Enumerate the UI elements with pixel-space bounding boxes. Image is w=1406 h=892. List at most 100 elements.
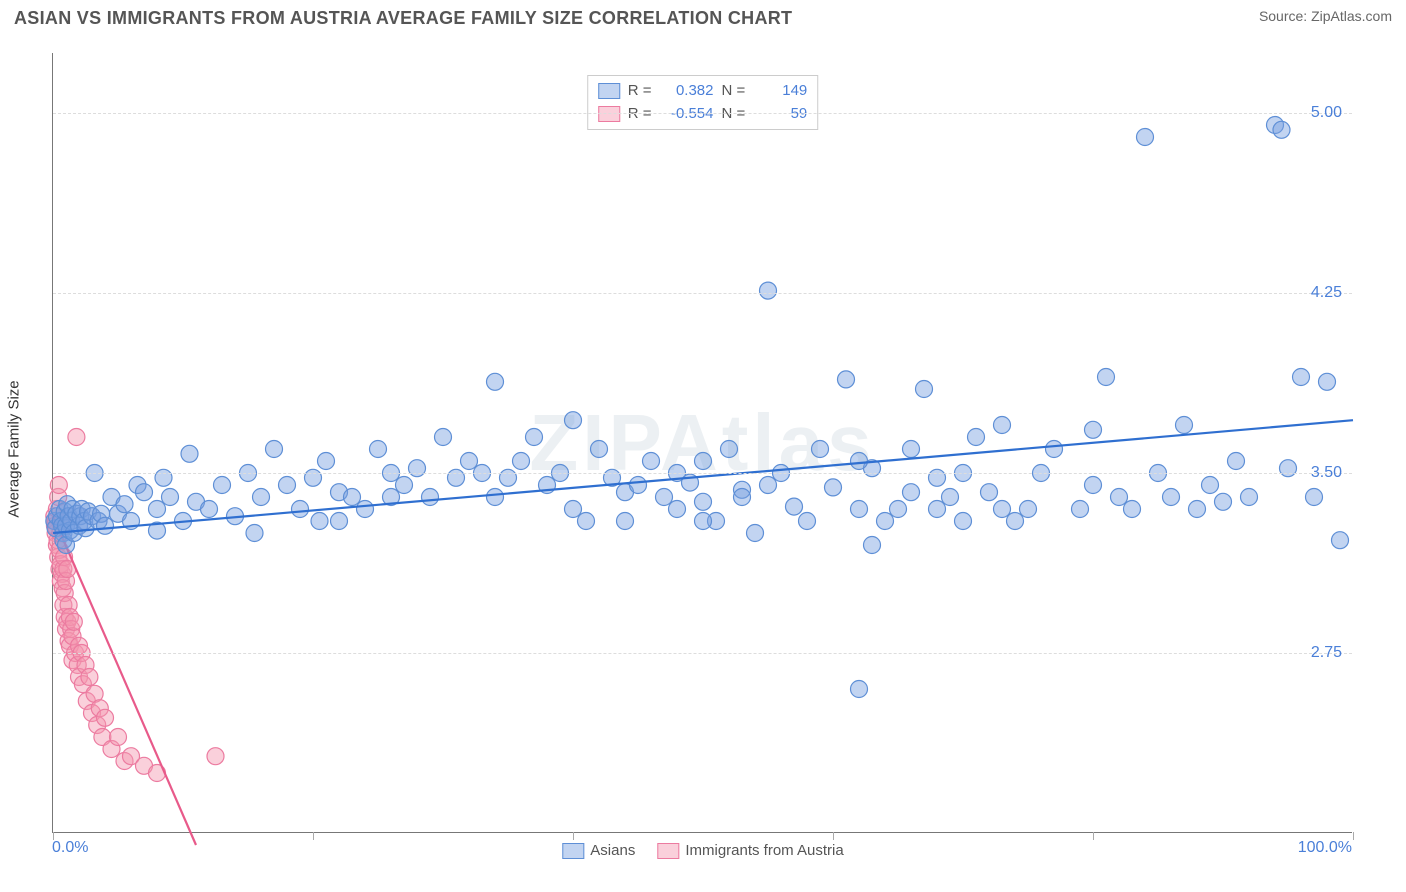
- data-point: [734, 489, 751, 506]
- y-tick-label: 5.00: [1311, 104, 1342, 122]
- data-point: [812, 441, 829, 458]
- gridline: [53, 293, 1352, 294]
- data-point: [1098, 369, 1115, 386]
- correlation-stats-box: R = 0.382 N = 149 R = -0.554 N = 59: [587, 75, 819, 130]
- n-value-asians: 149: [753, 80, 807, 103]
- data-point: [1293, 369, 1310, 386]
- data-point: [1111, 489, 1128, 506]
- data-point: [214, 477, 231, 494]
- data-point: [851, 681, 868, 698]
- data-point: [695, 453, 712, 470]
- data-point: [916, 381, 933, 398]
- data-point: [643, 453, 660, 470]
- data-point: [591, 441, 608, 458]
- data-point: [461, 453, 478, 470]
- legend-swatch-asians: [562, 843, 584, 859]
- data-point: [181, 445, 198, 462]
- data-point: [162, 489, 179, 506]
- data-point: [136, 484, 153, 501]
- data-point: [487, 489, 504, 506]
- data-point: [1215, 493, 1232, 510]
- data-point: [207, 748, 224, 765]
- n-label: N =: [722, 80, 746, 103]
- data-point: [695, 493, 712, 510]
- gridline: [53, 473, 1352, 474]
- data-point: [149, 501, 166, 518]
- data-point: [279, 477, 296, 494]
- plot-area: ZIPAtlas R = 0.382 N = 149 R = -0.554 N …: [52, 53, 1352, 833]
- data-point: [695, 513, 712, 530]
- r-label: R =: [628, 80, 652, 103]
- data-point: [253, 489, 270, 506]
- legend-item-asians: Asians: [562, 842, 635, 859]
- data-point: [448, 469, 465, 486]
- data-point: [344, 489, 361, 506]
- data-point: [246, 525, 263, 542]
- data-point: [799, 513, 816, 530]
- legend-item-austria: Immigrants from Austria: [657, 842, 843, 859]
- data-point: [890, 501, 907, 518]
- data-point: [656, 489, 673, 506]
- data-point: [1176, 417, 1193, 434]
- data-point: [513, 453, 530, 470]
- data-point: [422, 489, 439, 506]
- data-point: [903, 484, 920, 501]
- data-point: [1189, 501, 1206, 518]
- data-point: [786, 498, 803, 515]
- data-point: [201, 501, 218, 518]
- y-tick-label: 4.25: [1311, 284, 1342, 302]
- data-point: [526, 429, 543, 446]
- chart-container: Average Family Size ZIPAtlas R = 0.382 N…: [0, 33, 1406, 865]
- data-point: [68, 429, 85, 446]
- data-point: [630, 477, 647, 494]
- data-point: [1137, 129, 1154, 146]
- data-point: [370, 441, 387, 458]
- swatch-asians: [598, 83, 620, 99]
- data-point: [50, 477, 67, 494]
- data-point: [311, 513, 328, 530]
- legend-swatch-austria: [657, 843, 679, 859]
- data-point: [864, 537, 881, 554]
- data-point: [1072, 501, 1089, 518]
- data-point: [669, 501, 686, 518]
- data-point: [981, 484, 998, 501]
- data-point: [1306, 489, 1323, 506]
- chart-title: ASIAN VS IMMIGRANTS FROM AUSTRIA AVERAGE…: [14, 8, 792, 29]
- data-point: [760, 282, 777, 299]
- data-point: [838, 371, 855, 388]
- data-point: [97, 709, 114, 726]
- gridline: [53, 653, 1352, 654]
- legend-label-austria: Immigrants from Austria: [685, 842, 843, 859]
- data-point: [305, 469, 322, 486]
- data-point: [435, 429, 452, 446]
- data-point: [81, 669, 98, 686]
- data-point: [1319, 373, 1336, 390]
- data-point: [1228, 453, 1245, 470]
- data-point: [97, 517, 114, 534]
- data-point: [760, 477, 777, 494]
- data-point: [1046, 441, 1063, 458]
- x-tick: [313, 832, 314, 840]
- x-tick: [573, 832, 574, 840]
- data-point: [487, 373, 504, 390]
- data-point: [851, 501, 868, 518]
- data-point: [65, 613, 82, 630]
- data-point: [968, 429, 985, 446]
- data-point: [877, 513, 894, 530]
- data-point: [1332, 532, 1349, 549]
- data-point: [578, 513, 595, 530]
- data-point: [747, 525, 764, 542]
- data-point: [851, 453, 868, 470]
- data-point: [617, 513, 634, 530]
- data-point: [1273, 121, 1290, 138]
- stats-row-asians: R = 0.382 N = 149: [598, 80, 808, 103]
- data-point: [155, 469, 172, 486]
- data-point: [1124, 501, 1141, 518]
- x-axis-max-label: 100.0%: [1298, 839, 1352, 857]
- data-point: [955, 513, 972, 530]
- r-value-asians: 0.382: [660, 80, 714, 103]
- y-tick-label: 3.50: [1311, 464, 1342, 482]
- data-point: [1085, 477, 1102, 494]
- data-point: [929, 501, 946, 518]
- data-point: [500, 469, 517, 486]
